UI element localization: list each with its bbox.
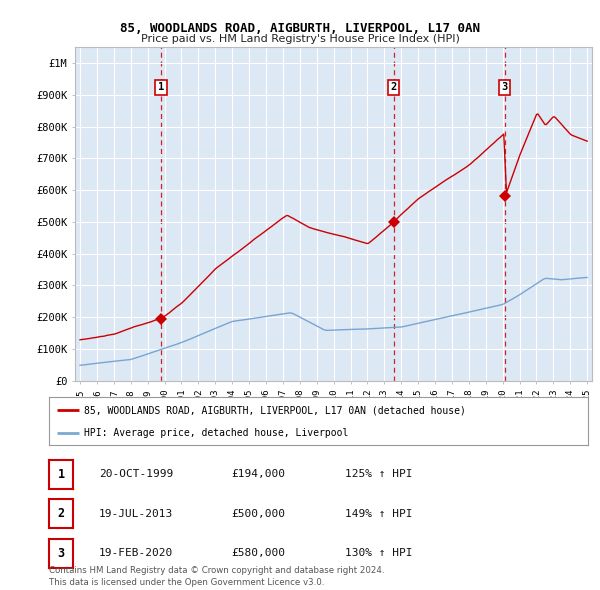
Text: 19-FEB-2020: 19-FEB-2020 bbox=[99, 548, 173, 558]
Text: 149% ↑ HPI: 149% ↑ HPI bbox=[345, 509, 413, 519]
Text: 85, WOODLANDS ROAD, AIGBURTH, LIVERPOOL, L17 0AN: 85, WOODLANDS ROAD, AIGBURTH, LIVERPOOL,… bbox=[120, 22, 480, 35]
Text: £580,000: £580,000 bbox=[231, 548, 285, 558]
Text: 2: 2 bbox=[58, 507, 65, 520]
Text: 1: 1 bbox=[58, 467, 65, 481]
Text: 85, WOODLANDS ROAD, AIGBURTH, LIVERPOOL, L17 0AN (detached house): 85, WOODLANDS ROAD, AIGBURTH, LIVERPOOL,… bbox=[84, 405, 466, 415]
Text: £194,000: £194,000 bbox=[231, 469, 285, 479]
Text: 2: 2 bbox=[391, 82, 397, 92]
Text: Contains HM Land Registry data © Crown copyright and database right 2024.
This d: Contains HM Land Registry data © Crown c… bbox=[49, 566, 385, 587]
Text: £500,000: £500,000 bbox=[231, 509, 285, 519]
Text: 20-OCT-1999: 20-OCT-1999 bbox=[99, 469, 173, 479]
Text: Price paid vs. HM Land Registry's House Price Index (HPI): Price paid vs. HM Land Registry's House … bbox=[140, 34, 460, 44]
Text: 3: 3 bbox=[58, 546, 65, 560]
Text: 1: 1 bbox=[158, 82, 164, 92]
Text: HPI: Average price, detached house, Liverpool: HPI: Average price, detached house, Live… bbox=[84, 428, 349, 438]
Text: 130% ↑ HPI: 130% ↑ HPI bbox=[345, 548, 413, 558]
Text: 125% ↑ HPI: 125% ↑ HPI bbox=[345, 469, 413, 479]
Text: 19-JUL-2013: 19-JUL-2013 bbox=[99, 509, 173, 519]
Text: 3: 3 bbox=[502, 82, 508, 92]
